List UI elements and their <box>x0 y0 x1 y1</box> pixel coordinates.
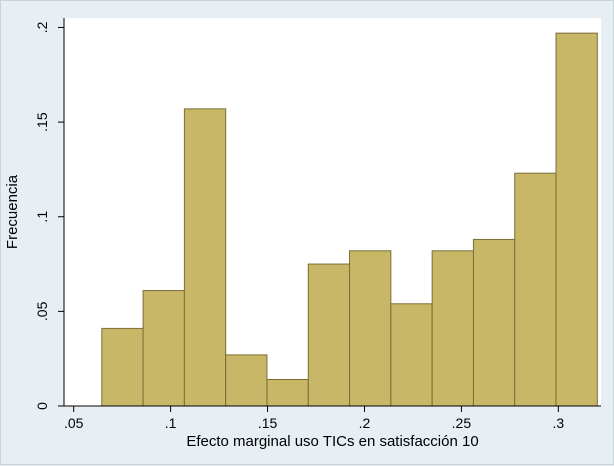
histogram-bar-11 <box>514 172 557 407</box>
x-tick-label: .3 <box>553 415 565 431</box>
histogram-bar-12 <box>555 32 598 407</box>
histogram-bar-1 <box>101 327 144 407</box>
y-ticks-group: 0 .05 .1 .15 .2 <box>34 21 64 410</box>
y-tick-label: .1 <box>34 211 50 223</box>
x-ticks-group: .05 .1 .15 .2 .25 .3 <box>64 406 564 431</box>
histogram-bar-5 <box>266 379 309 407</box>
bars-group <box>101 32 598 407</box>
histogram-bar-9 <box>431 250 474 407</box>
x-tick-label: .2 <box>359 415 371 431</box>
x-tick-label: .15 <box>258 415 278 431</box>
y-tick-label: .05 <box>34 301 50 321</box>
histogram-bar-8 <box>390 303 433 407</box>
y-tick-label: 0 <box>34 402 50 410</box>
x-axis-label: Efecto marginal uso TICs en satisfacción… <box>186 433 478 450</box>
histogram-bar-3 <box>183 108 227 407</box>
histogram-bar-10 <box>472 238 516 407</box>
histogram-bar-7 <box>349 250 392 407</box>
x-tick-label: .05 <box>64 415 84 431</box>
y-tick-label: .2 <box>34 21 50 33</box>
x-tick-label: .1 <box>165 415 177 431</box>
histogram-bar-6 <box>307 263 351 407</box>
x-tick-label: .25 <box>452 415 472 431</box>
histogram-bar-4 <box>225 354 268 407</box>
y-axis-label: Frecuencia <box>4 174 21 249</box>
histogram-bar-2 <box>142 290 185 407</box>
y-tick-label: .15 <box>34 112 50 132</box>
